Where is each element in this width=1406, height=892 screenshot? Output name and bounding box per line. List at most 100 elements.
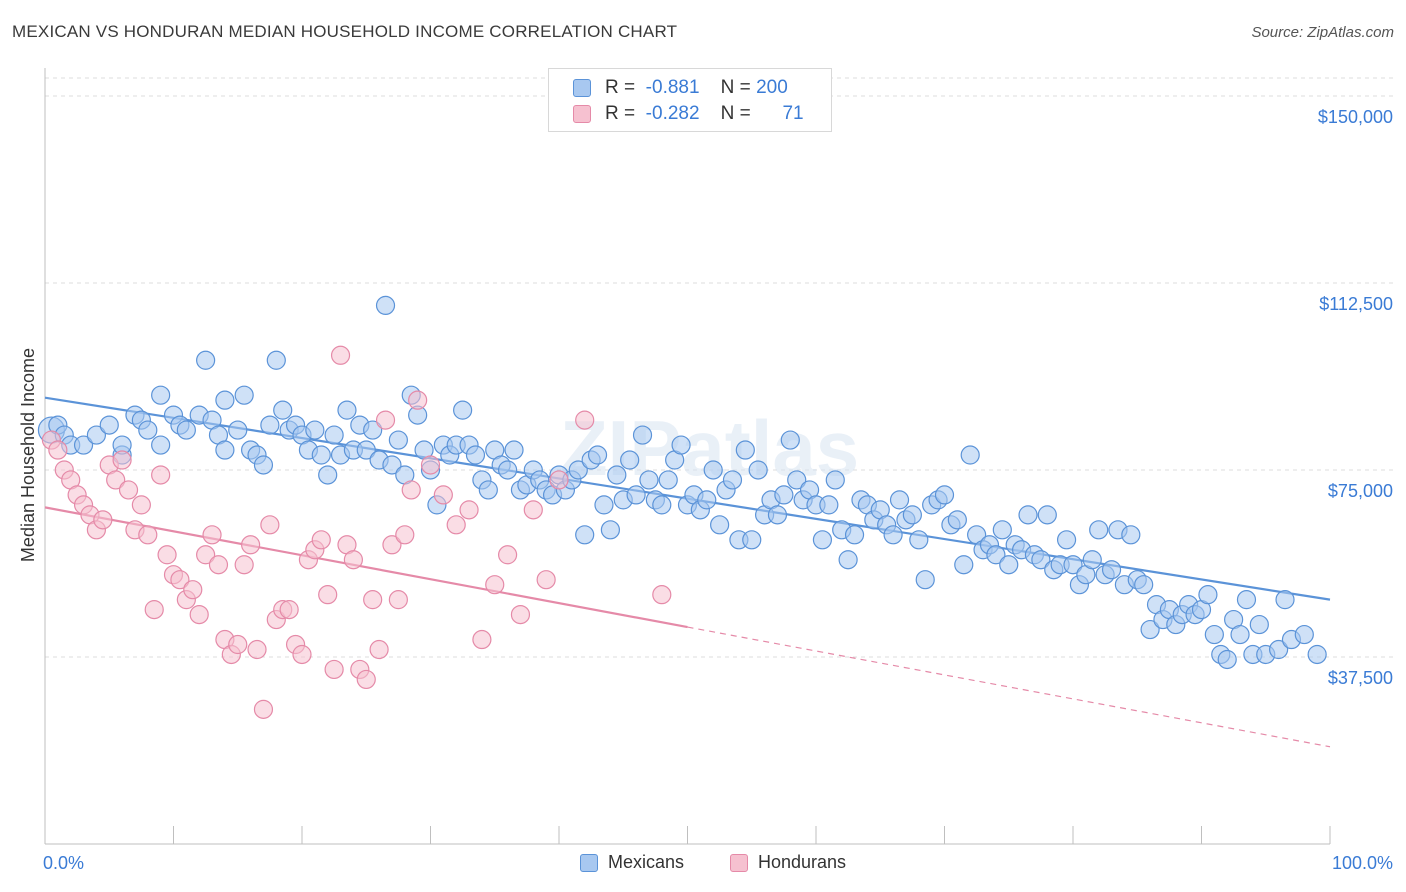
hondurans-point (202, 525, 222, 545)
n-label: N = (720, 77, 751, 98)
mexicans-point (735, 440, 755, 460)
hondurans-point (523, 500, 543, 520)
hondurans-point (369, 639, 389, 660)
y-tick-label: $37,500 (1328, 668, 1393, 688)
mexicans-point (138, 420, 158, 440)
hondurans-point (208, 555, 229, 575)
x-tick-label: 0.0% (43, 853, 84, 873)
hondurans-point (151, 465, 171, 485)
mexicans-point (228, 420, 248, 440)
hondurans-point (157, 545, 177, 565)
hondurans-point (408, 390, 428, 410)
hondurans-point (112, 450, 132, 470)
tick-labels: $150,000 $112,500 $75,000 $37,500 0.0% 100.0% (43, 107, 1393, 873)
hondurans-point (401, 480, 421, 500)
hondurans-point (485, 575, 505, 595)
mexicans-point (1230, 624, 1250, 645)
hondurans-trend-extension (687, 626, 1331, 748)
mexicans-point (215, 390, 235, 410)
mexicans-point (1082, 550, 1102, 570)
hondurans-point (241, 535, 261, 555)
mexicans-point (356, 440, 376, 460)
mexicans-point (819, 495, 839, 515)
hondurans-point (324, 659, 344, 680)
hondurans-point (343, 550, 363, 570)
mexicans-point (1121, 525, 1141, 545)
y-tick-label: $150,000 (1318, 107, 1393, 127)
hondurans-point (228, 634, 248, 655)
hondurans-point (510, 604, 531, 625)
mexicans-point (658, 470, 678, 490)
mexicans-point (787, 470, 807, 490)
mexicans-point (986, 545, 1006, 565)
mexicans-point (594, 495, 614, 515)
mexicans-point (620, 450, 640, 470)
legend-row-hondurans: R = -0.282 N = 71 (573, 102, 804, 126)
mexicans-point (954, 555, 974, 575)
hondurans-point (395, 525, 415, 545)
mexicans-point (1063, 555, 1083, 575)
mexicans-point (1268, 639, 1289, 660)
hondurans-point (382, 535, 402, 555)
mexicans-point (1089, 520, 1109, 540)
mexicans-point (273, 400, 293, 420)
scatter-points (37, 295, 1327, 719)
hondurans-point (375, 410, 396, 430)
legend-swatch-hondurans (730, 853, 748, 872)
mexicans-point (909, 530, 929, 550)
hondurans-point (234, 555, 254, 575)
hondurans-point (459, 500, 479, 520)
series-legend: Mexicans Hondurans (0, 852, 1406, 876)
mexicans-point (1249, 614, 1269, 635)
hondurans-point (356, 669, 376, 690)
mexicans-point (151, 385, 171, 405)
mexicans-point (234, 385, 254, 405)
mexicans-point (825, 470, 845, 490)
hondurans-point (93, 510, 113, 530)
mexicans-point (600, 520, 621, 540)
mexicans-point (311, 445, 331, 465)
mexicans-point (382, 455, 402, 475)
mexicans-point (1307, 644, 1327, 665)
source-label: Source: ZipAtlas.com (1251, 24, 1394, 41)
mexicans-point (671, 435, 691, 455)
y-tick-label: $112,500 (1319, 294, 1393, 314)
mexicans-point (722, 470, 743, 490)
mexicans-point (253, 455, 274, 475)
r-label: R = (605, 103, 636, 124)
legend-swatch-hondurans (573, 105, 591, 123)
hondurans-point (118, 480, 139, 500)
legend-swatch-mexicans (580, 853, 598, 872)
mexicans-point (305, 420, 325, 440)
mexicans-point (947, 510, 967, 530)
legend-swatch-mexicans (573, 79, 591, 97)
mexicans-point (215, 440, 235, 460)
mexicans-point (844, 525, 865, 545)
n-value: 71 (782, 103, 804, 124)
mexicans-point (992, 520, 1012, 540)
mexicans-point (960, 445, 980, 465)
mexicans-point (478, 480, 498, 500)
hondurans-point (170, 570, 190, 590)
mexicans-point (710, 515, 730, 535)
hondurans-point (279, 600, 299, 620)
mexicans-point (883, 525, 903, 545)
mexicans-point (652, 495, 672, 515)
hondurans-point (433, 485, 453, 505)
axes (44, 68, 1331, 845)
hondurans-point (420, 455, 441, 475)
legend-item-hondurans: Hondurans (730, 852, 846, 873)
mexicans-point (176, 420, 196, 440)
mexicans-point (1275, 590, 1295, 610)
x-tick-label: 100.0% (1332, 853, 1393, 873)
legend-label-hondurans: Hondurans (758, 852, 847, 872)
mexicans-point (999, 555, 1019, 575)
mexicans-point (812, 530, 833, 550)
hondurans-point (48, 440, 68, 460)
hondurans-point (311, 530, 331, 550)
mexicans-point (1294, 624, 1314, 645)
mexicans-point (639, 470, 659, 490)
mexicans-point (1140, 619, 1160, 640)
legend-label-mexicans: Mexicans (608, 852, 685, 872)
